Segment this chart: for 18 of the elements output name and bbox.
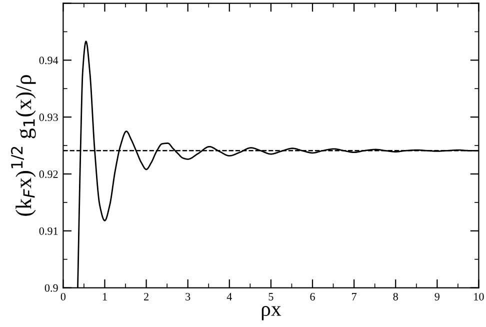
x-tick-label: 9 (434, 292, 440, 300)
y-axis-title: (k$_{F}$x)$^{1/2}$ g$_{1}$(x)/ρ (10, 75, 36, 216)
y-tick-label: 0.92 (39, 170, 58, 178)
x-tick-label: 2 (144, 292, 148, 300)
x-axis-title: ρx (262, 306, 282, 320)
x-tick-label: 5 (268, 293, 274, 300)
x-tick-label: 4 (226, 293, 232, 300)
x-tick-label: 6 (310, 292, 315, 300)
x-tick-label: 0 (60, 292, 66, 300)
y-tick-label: 0.93 (39, 114, 58, 122)
x-tick-label: 8 (393, 292, 398, 300)
x-tick-label: 3 (186, 292, 190, 300)
y-tick-label: 0.9 (44, 284, 58, 292)
x-tick-label: 7 (352, 293, 357, 300)
x-tick-label: 10 (474, 292, 484, 300)
y-tick-label: 0.91 (39, 227, 58, 235)
x-tick-label: 1 (102, 292, 107, 300)
y-tick-label: 0.94 (39, 56, 58, 64)
